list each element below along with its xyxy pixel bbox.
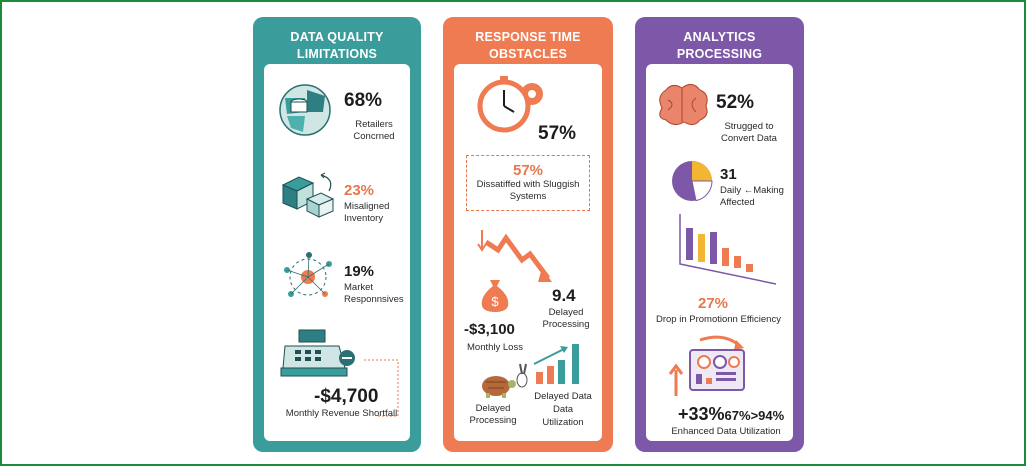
column-analytics: ANALYTICS PROCESSING BARRIERS 52% Strugg…: [635, 17, 804, 452]
stat-value: +33%: [678, 404, 725, 424]
stat-label: Strugged to Convert Data: [721, 121, 777, 144]
stat-label: Dissatiffed with Sluggish Systems: [476, 179, 580, 202]
money-bag-icon: $: [481, 280, 509, 312]
column-title: DATA QUALITY LIMITATIONS: [290, 30, 384, 61]
column-title: RESPONSE TIME OBSTACLES: [475, 30, 581, 61]
stat-value: 68%: [344, 90, 383, 111]
column-card: 52% Strugged to Convert Data 31 Daily ←M…: [646, 64, 793, 441]
brain-icon: [659, 84, 708, 126]
svg-text:$: $: [491, 294, 499, 309]
stat-label: Market Responnsives: [344, 282, 404, 305]
stat-label: Delayed Processing: [542, 307, 590, 330]
column-response-time: RESPONSE TIME OBSTACLES 57% 57% Dissatif…: [443, 17, 613, 452]
stat-value: 57%: [512, 162, 544, 179]
stat-label: Monthly Loss: [467, 342, 523, 353]
down-trend-arrow-icon: [477, 230, 552, 282]
column-card: 57% 57% Dissatiffed with Sluggish System…: [454, 64, 602, 441]
stat-value: 23%: [344, 182, 375, 199]
network-brain-icon: [284, 252, 332, 297]
turtle-rabbit-icon: [482, 363, 528, 398]
bar-growth-icon: [533, 344, 579, 384]
boxes-icon: [281, 172, 335, 218]
stat-value: -$3,100: [464, 321, 515, 338]
stat-value: 52%: [716, 92, 755, 113]
stat-value: 9.4: [552, 286, 576, 305]
dashboard-icon: [668, 335, 745, 396]
connector-line: [364, 359, 399, 417]
data-puzzle-icon: [279, 84, 331, 136]
stat-label: Drop in Promotionn Efficiency: [656, 314, 781, 325]
highlight-box: 57% Dissatiffed with Sluggish Systems: [466, 155, 590, 211]
cash-register-icon: [280, 329, 355, 377]
stat-value-secondary: 67%>94%: [724, 408, 785, 423]
stat-value-row: +33%67%>94%: [678, 404, 784, 425]
stat-value: 31: [720, 166, 737, 183]
pie-chart-icon: [672, 161, 713, 202]
stat-value: -$4,700: [314, 386, 379, 407]
column-card: 68% Retailers Concrned 23% Misaligned In…: [264, 64, 410, 441]
column-data-quality: DATA QUALITY LIMITATIONS 68% Retailers C…: [253, 17, 421, 452]
stat-label: Delayed Processing: [469, 403, 517, 426]
stat-value: 27%: [698, 295, 729, 312]
stopwatch-gear-icon: [477, 76, 543, 133]
stat-value: 57%: [538, 123, 577, 144]
declining-bars-icon: [679, 214, 777, 285]
stat-label: Monthly Revenue Shortfall: [285, 408, 398, 419]
stat-label: Misaligned Inventory: [344, 201, 390, 224]
stat-label: Retailers Concrned: [353, 119, 395, 142]
stat-label: Enhanced Data Utilization: [671, 426, 781, 437]
stat-label: Daily ←Making Affected: [720, 185, 784, 208]
stat-label: Delayed Data Data Utilization: [534, 391, 592, 428]
stat-value: 19%: [344, 263, 375, 280]
